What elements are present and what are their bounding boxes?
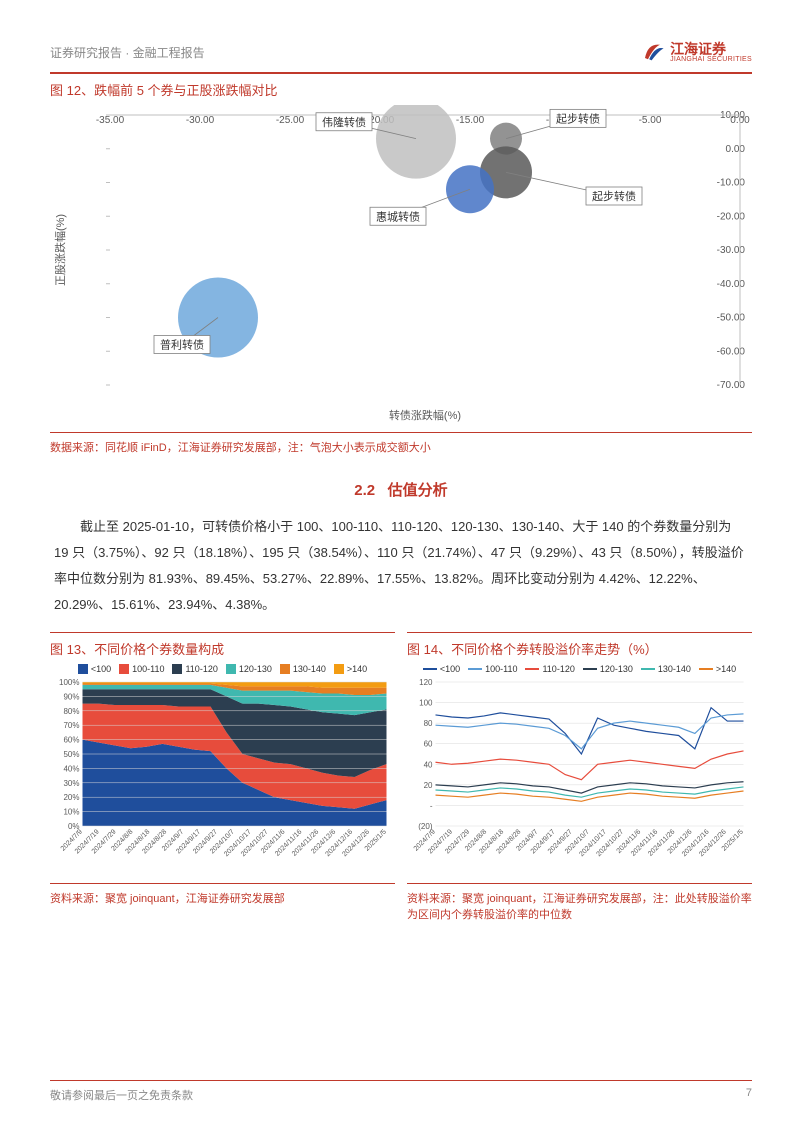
svg-text:70%: 70% <box>63 721 79 730</box>
footer-disclaimer: 敬请参阅最后一页之免责条款 <box>50 1087 193 1103</box>
section-title: 2.2 估值分析 <box>50 479 752 500</box>
svg-text:-30.00: -30.00 <box>717 245 746 256</box>
fig13-bottom-rule <box>50 883 395 884</box>
legend-item: 100-110 <box>468 664 517 674</box>
fig13-prefix: 图 13、 <box>50 642 94 657</box>
svg-text:普利转债: 普利转债 <box>160 338 204 352</box>
svg-text:-40.00: -40.00 <box>717 279 746 290</box>
fig13-legend: <100 100-110 110-120 120-130 130-140 >140 <box>50 664 395 674</box>
legend-item: 110-120 <box>172 664 217 674</box>
legend-item: 130-140 <box>280 664 326 674</box>
svg-text:-5.00: -5.00 <box>639 115 662 126</box>
svg-text:100%: 100% <box>59 678 79 687</box>
legend-item: 110-120 <box>525 664 574 674</box>
svg-text:80%: 80% <box>63 707 79 716</box>
fig12-bubble-chart: -70.00 -60.00 -50.00 -40.00 -30.00 -20.00 -10.… <box>50 105 750 425</box>
svg-text:正股涨跌幅(%): 正股涨跌幅(%) <box>53 214 67 286</box>
svg-text:-50.00: -50.00 <box>717 313 746 324</box>
svg-text:-10.00: -10.00 <box>717 178 746 189</box>
svg-text:-20.00: -20.00 <box>717 211 746 222</box>
legend-item: 100-110 <box>119 664 164 674</box>
svg-text:-60.00: -60.00 <box>717 346 746 357</box>
svg-text:60%: 60% <box>63 736 79 745</box>
fig13-top-rule <box>50 632 395 633</box>
fig12-title: 图 12、跌幅前 5 个券与正股涨跌幅对比 <box>50 80 752 99</box>
svg-text:80: 80 <box>424 719 433 728</box>
svg-text:-25.00: -25.00 <box>276 115 305 126</box>
body-paragraph: 截止至 2025-01-10，可转债价格小于 100、100-110、110-1… <box>50 514 752 618</box>
logo-text-cn: 江海证券 <box>670 42 752 56</box>
fig13-source: 资料来源：聚宽 joinquant，江海证券研究发展部 <box>50 890 395 906</box>
page-number: 7 <box>746 1087 752 1103</box>
fig14-title: 图 14、不同价格个券转股溢价率走势（%） <box>407 639 752 658</box>
svg-text:90%: 90% <box>63 692 79 701</box>
svg-text:-30.00: -30.00 <box>186 115 215 126</box>
fig14-line-chart: (20)-204060801001202024/7/92024/7/192024… <box>407 676 752 876</box>
svg-text:20: 20 <box>424 781 433 790</box>
svg-text:10%: 10% <box>63 808 79 817</box>
fig12-bottom-rule <box>50 432 752 433</box>
fig12-source: 数据来源：同花顺 iFinD，江海证券研究发展部，注：气泡大小表示成交额大小 <box>50 439 752 455</box>
fig14-legend: <100 100-110 110-120 120-130 130-140 >140 <box>407 664 752 674</box>
legend-item: 120-130 <box>583 664 633 674</box>
fig14-source: 资料来源：聚宽 joinquant，江海证券研究发展部，注：此处转股溢价率为区间… <box>407 890 752 922</box>
fig14-bottom-rule <box>407 883 752 884</box>
section-num: 2.2 <box>354 482 375 499</box>
fig13-title: 图 13、不同价格个券数量构成 <box>50 639 395 658</box>
fig14-prefix: 图 14、 <box>407 642 451 657</box>
svg-text:100: 100 <box>419 699 433 708</box>
fig14-name: 不同价格个券转股溢价率走势（%） <box>451 642 658 657</box>
svg-text:0.00: 0.00 <box>726 144 746 155</box>
svg-text:120: 120 <box>419 678 433 687</box>
logo-text-en: JIANGHAI SECURITIES <box>670 56 752 63</box>
legend-item: <100 <box>78 664 111 674</box>
svg-text:-15.00: -15.00 <box>456 115 485 126</box>
svg-text:50%: 50% <box>63 750 79 759</box>
svg-text:起步转债: 起步转债 <box>556 111 600 125</box>
svg-text:30%: 30% <box>63 779 79 788</box>
svg-text:40: 40 <box>424 760 433 769</box>
page-header-text: 证券研究报告 · 金融工程报告 <box>50 44 205 61</box>
svg-text:20%: 20% <box>63 793 79 802</box>
fig13-area-chart: 0%10%20%30%40%50%60%70%80%90%100%2024/7/… <box>50 676 395 876</box>
logo: 江海证券 JIANGHAI SECURITIES <box>642 40 752 64</box>
svg-text:60: 60 <box>424 740 433 749</box>
legend-item: <100 <box>423 664 460 674</box>
logo-swoosh-icon <box>642 40 666 64</box>
legend-item: 120-130 <box>226 664 272 674</box>
svg-text:惠城转债: 惠城转债 <box>376 209 420 223</box>
svg-text:-70.00: -70.00 <box>717 380 746 391</box>
svg-text:40%: 40% <box>63 764 79 773</box>
fig13-name: 不同价格个券数量构成 <box>94 642 224 657</box>
legend-item: >140 <box>334 664 367 674</box>
svg-text:转债涨跌幅(%): 转债涨跌幅(%) <box>389 408 461 422</box>
svg-text:-: - <box>430 801 433 810</box>
section-name: 估值分析 <box>388 482 448 499</box>
legend-item: >140 <box>699 664 736 674</box>
fig12-prefix: 图 12、 <box>50 83 94 98</box>
legend-item: 130-140 <box>641 664 691 674</box>
fig14-top-rule <box>407 632 752 633</box>
fig12-name: 跌幅前 5 个券与正股涨跌幅对比 <box>94 83 277 98</box>
header-rule <box>50 72 752 74</box>
svg-text:-35.00: -35.00 <box>96 115 125 126</box>
svg-text:伟隆转债: 伟隆转债 <box>322 115 366 129</box>
svg-text:起步转债: 起步转债 <box>592 189 636 203</box>
